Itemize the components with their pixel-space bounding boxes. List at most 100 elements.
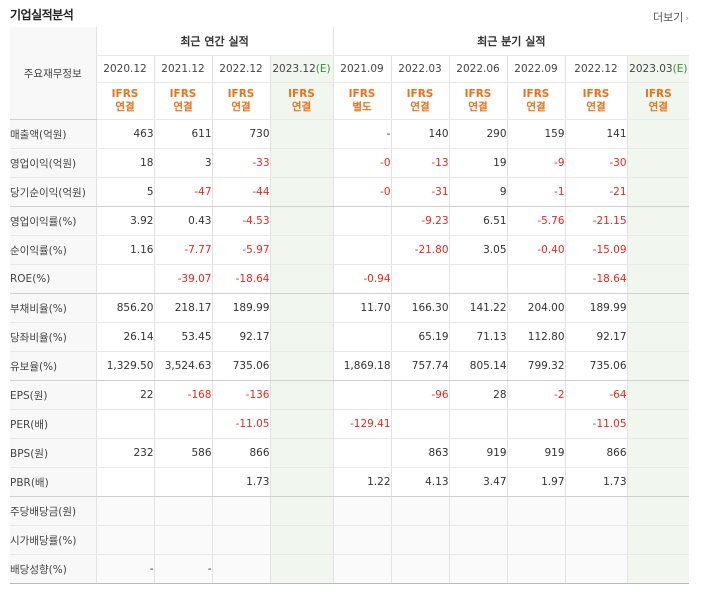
data-cell: -21: [565, 177, 628, 207]
data-cell: [212, 554, 271, 584]
data-cell: [627, 380, 690, 410]
data-cell: [627, 409, 690, 439]
row-label: 매출액(억원): [10, 119, 97, 149]
data-cell: 0.43: [154, 206, 213, 236]
data-cell: [333, 206, 392, 236]
data-cell: 9: [449, 177, 508, 207]
table-row: PER(배) -11.05 -129.41 -11.05: [10, 409, 690, 439]
data-cell: [627, 351, 690, 381]
data-cell: [212, 525, 271, 555]
data-cell: [270, 525, 334, 555]
data-cell: 92.17: [565, 322, 628, 352]
data-cell: [507, 554, 566, 584]
data-cell: [212, 496, 271, 526]
period-label: 2021.09: [340, 63, 384, 75]
data-cell: 856.20: [96, 293, 155, 323]
data-cell: -11.05: [565, 409, 628, 439]
data-cell: -18.64: [212, 264, 271, 294]
data-cell: 232: [96, 438, 155, 468]
data-cell: [565, 525, 628, 555]
table-row: EPS(원) 22 -168 -136 -96 28 -2 -64: [10, 380, 690, 410]
data-cell: -9: [507, 148, 566, 178]
data-cell: 863: [391, 438, 450, 468]
data-cell: 1.73: [565, 467, 628, 497]
data-cell: [333, 525, 392, 555]
data-cell: [96, 525, 155, 555]
basis-line: 연결: [173, 101, 193, 113]
data-cell: 866: [565, 438, 628, 468]
accounting-basis: IFRS 연결: [96, 82, 155, 120]
basis-line: 별도: [352, 101, 372, 113]
data-cell: 11.70: [333, 293, 392, 323]
accounting-basis: IFRS 연결: [270, 82, 334, 120]
data-cell: 141.22: [449, 293, 508, 323]
table-row: 매출액(억원) 463 611 730 -140 290 159 141: [10, 119, 690, 149]
period-header: 2020.12: [96, 55, 155, 83]
data-cell: [627, 496, 690, 526]
row-label: 주당배당금(원): [10, 496, 97, 526]
basis-line: IFRS: [644, 88, 672, 100]
data-cell: -1: [507, 177, 566, 207]
table-row: 영업이익(억원) 18 3 -33 -0 -13 19 -9 -30: [10, 148, 690, 178]
basis-line: 연결: [586, 101, 606, 113]
data-cell: 6.51: [449, 206, 508, 236]
data-cell: [627, 554, 690, 584]
estimate-mark: (E): [315, 63, 331, 75]
data-cell: -0.40: [507, 235, 566, 265]
section-title: 기업실적분석: [10, 8, 74, 22]
data-cell: [333, 322, 392, 352]
data-cell: -21.80: [391, 235, 450, 265]
data-cell: -44: [212, 177, 271, 207]
data-cell: 1,869.18: [333, 351, 392, 381]
data-cell: 463: [96, 119, 155, 149]
row-label: EPS(원): [10, 380, 97, 410]
data-cell: [154, 409, 213, 439]
basis-line: 연결: [468, 101, 488, 113]
data-cell: 1.16: [96, 235, 155, 265]
data-cell: [154, 496, 213, 526]
period-header: 2021.12: [154, 55, 213, 83]
data-cell: 18: [96, 148, 155, 178]
data-cell: 1.73: [212, 467, 271, 497]
data-cell: 28: [449, 380, 508, 410]
more-link[interactable]: 더보기 ›: [653, 9, 689, 25]
data-cell: 1,329.50: [96, 351, 155, 381]
accounting-basis: IFRS 연결: [154, 82, 213, 120]
quarter-header: 최근 분기 실적: [333, 27, 690, 56]
row-label: 유보율(%): [10, 351, 97, 381]
data-cell: -0.94: [333, 264, 392, 294]
data-cell: [391, 264, 450, 294]
basis-line: 연결: [648, 101, 668, 113]
row-label: BPS(원): [10, 438, 97, 468]
table-row: BPS(원) 232 586 866 863 919 919 866: [10, 438, 690, 468]
period-label: 2022.12: [219, 63, 263, 75]
data-cell: -5.76: [507, 206, 566, 236]
table-row: 부채비율(%) 856.20 218.17 189.99 11.70 166.30 141.…: [10, 293, 690, 323]
data-cell: 204.00: [507, 293, 566, 323]
data-cell: [270, 467, 334, 497]
data-cell: 4.13: [391, 467, 450, 497]
row-label: 순이익률(%): [10, 235, 97, 265]
period-header: 2023.03(E): [627, 55, 690, 83]
data-cell: [627, 148, 690, 178]
annual-header: 최근 연간 실적: [96, 27, 334, 56]
data-cell: 866: [212, 438, 271, 468]
data-cell: -129.41: [333, 409, 392, 439]
more-link-label: 더보기: [653, 11, 684, 24]
data-cell: -39.07: [154, 264, 213, 294]
data-cell: -21.15: [565, 206, 628, 236]
data-cell: -0: [333, 177, 392, 207]
data-cell: [333, 438, 392, 468]
row-label: 영업이익률(%): [10, 206, 97, 236]
data-cell: 218.17: [154, 293, 213, 323]
row-label: 영업이익(억원): [10, 148, 97, 178]
row-label: 부채비율(%): [10, 293, 97, 323]
data-cell: [627, 467, 690, 497]
data-cell: [449, 554, 508, 584]
accounting-basis: IFRS 연결: [565, 82, 628, 120]
period-header: 2023.12(E): [270, 55, 334, 83]
data-cell: 1.97: [507, 467, 566, 497]
data-cell: [154, 525, 213, 555]
data-cell: [333, 554, 392, 584]
